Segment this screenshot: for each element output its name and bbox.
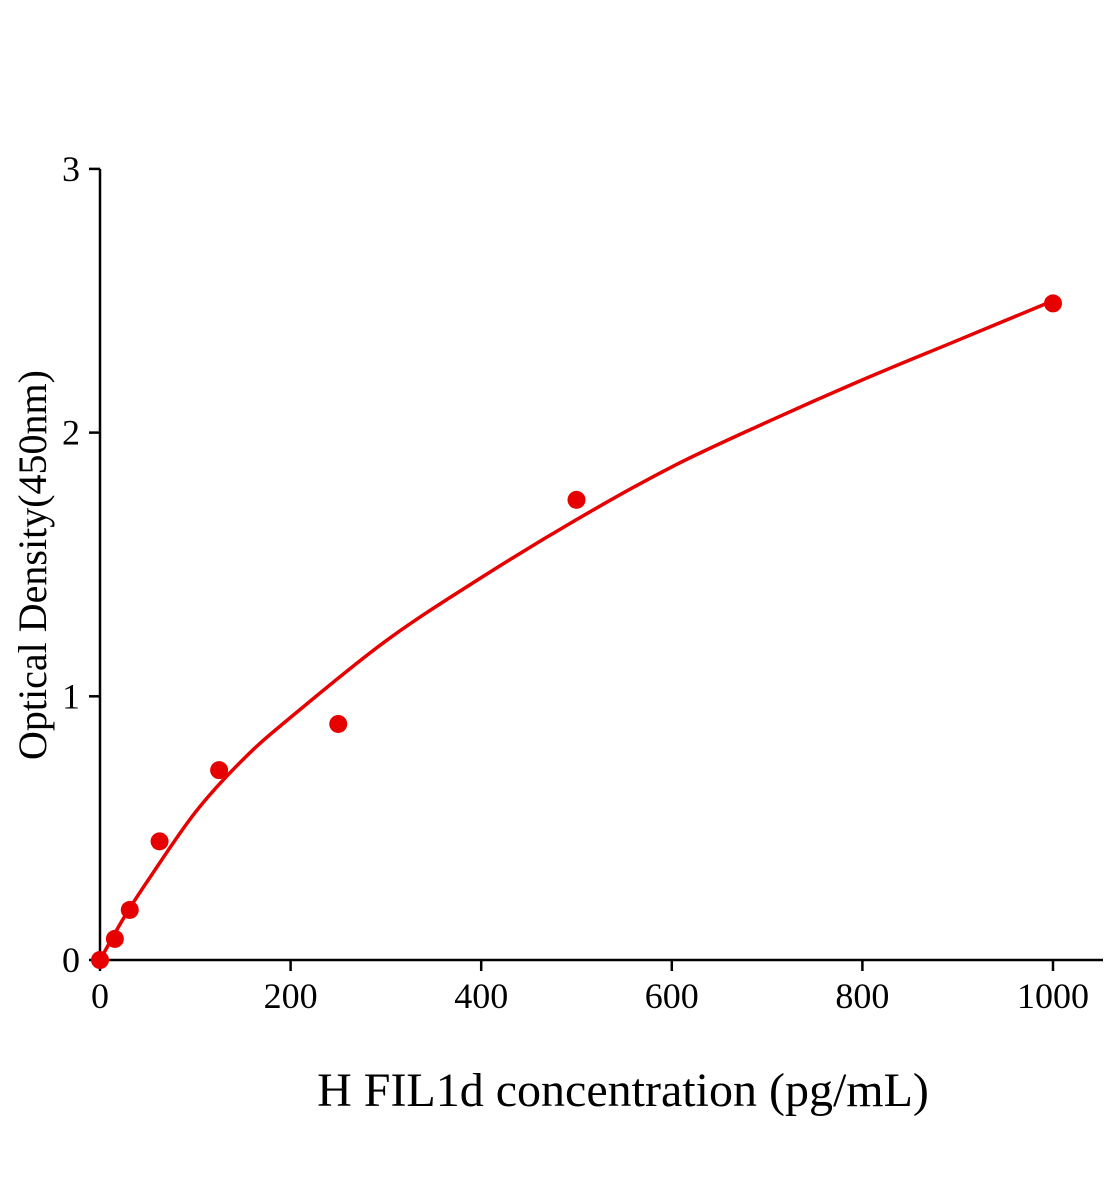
data-point	[120, 900, 139, 919]
x-tick-label: 400	[454, 976, 508, 1016]
y-tick-label: 3	[62, 149, 80, 189]
y-tick-label: 2	[62, 413, 80, 453]
y-tick-label: 0	[62, 940, 80, 980]
data-point	[105, 929, 124, 948]
data-point	[329, 714, 348, 733]
x-tick-label: 0	[91, 976, 109, 1016]
data-point	[91, 951, 109, 969]
x-tick-label: 1000	[1017, 976, 1089, 1016]
x-tick-label: 200	[264, 976, 318, 1016]
x-tick-label: 800	[835, 976, 889, 1016]
fit-curve	[98, 299, 1054, 961]
x-tick-label: 600	[645, 976, 699, 1016]
data-point	[567, 490, 586, 509]
data-point	[210, 761, 229, 780]
data-point	[1044, 294, 1062, 313]
y-tick-label: 1	[62, 676, 80, 716]
x-axis-label: H FIL1d concentration (pg/mL)	[317, 1064, 929, 1117]
data-point	[150, 832, 169, 851]
y-axis-label: Optical Density(450nm)	[10, 370, 55, 760]
